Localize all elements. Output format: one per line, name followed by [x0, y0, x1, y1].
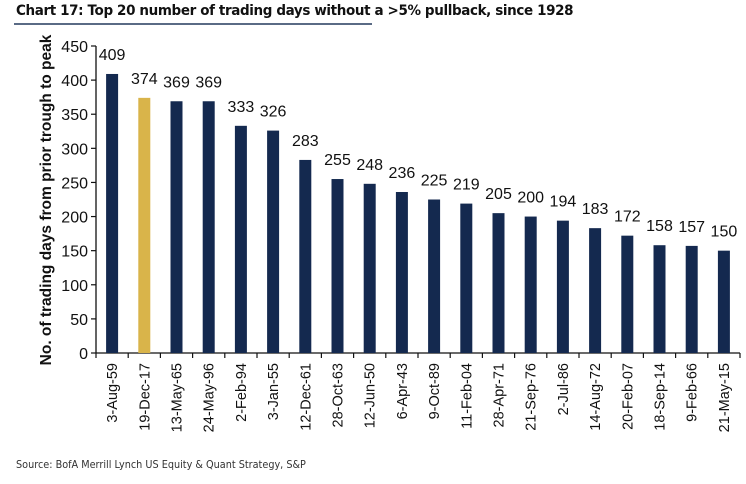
data-label: 369 [163, 74, 190, 91]
y-tick-label: 300 [61, 141, 88, 158]
x-tick-label: 9-Oct-89 [427, 363, 443, 419]
chart-title: Chart 17: Top 20 number of trading days … [16, 3, 574, 19]
data-label: 326 [260, 104, 287, 121]
bar-11-Feb-04 [460, 203, 473, 353]
x-tick-label: 28-Oct-63 [331, 363, 347, 427]
source-note: Source: BofA Merrill Lynch US Equity & Q… [16, 458, 306, 471]
data-label: 248 [356, 157, 383, 174]
y-tick-label: 0 [79, 346, 88, 363]
x-tick-label: 21-Sep-76 [524, 363, 540, 431]
y-tick-label: 200 [61, 210, 88, 227]
data-label: 409 [99, 47, 126, 64]
x-tick-label: 3-Aug-59 [105, 363, 121, 423]
y-tick-label: 100 [61, 278, 88, 295]
bar-20-Feb-07 [621, 235, 634, 353]
bar-13-May-65 [170, 101, 183, 353]
x-axis [95, 352, 741, 358]
data-labels: 409 374 369 369 333 326 283 255 248 236 225 219 205 2… [99, 47, 738, 241]
data-label: 172 [614, 209, 641, 226]
x-tick-label: 19-Dec-17 [137, 363, 153, 431]
x-tick-label: 13-May-65 [170, 363, 186, 432]
x-tick-label: 12-Dec-61 [298, 363, 314, 431]
bars [106, 73, 730, 354]
bar-19-Dec-17 [138, 97, 151, 353]
data-label: 236 [389, 165, 416, 182]
bar-28-Apr-71 [492, 213, 505, 353]
data-label: 219 [453, 177, 480, 194]
y-tick-label: 50 [70, 312, 88, 329]
data-label: 200 [517, 190, 544, 207]
y-tick-label: 350 [61, 107, 88, 124]
bar-2-Jul-86 [556, 220, 569, 353]
title-underline [14, 23, 372, 25]
x-tick-label: 2-Feb-94 [234, 363, 250, 422]
y-tick-label: 250 [61, 175, 88, 192]
bar-9-Oct-89 [428, 199, 441, 353]
y-axis-title: No. of trading days from prior trough to… [38, 34, 55, 365]
data-label: 374 [131, 71, 158, 88]
bar-24-May-96 [202, 101, 215, 353]
x-tick-label: 14-Aug-72 [588, 363, 604, 431]
y-tick-label: 150 [61, 244, 88, 261]
bar-21-Sep-76 [524, 216, 537, 353]
data-label: 225 [421, 173, 448, 190]
x-tick-label: 12-Jun-50 [363, 363, 379, 428]
data-label: 283 [292, 133, 319, 150]
x-tick-label: 9-Feb-66 [685, 363, 701, 422]
data-label: 158 [646, 218, 673, 235]
data-label: 150 [711, 224, 738, 241]
bar-28-Oct-63 [331, 179, 344, 353]
data-label: 183 [582, 201, 609, 218]
bar-21-May-15 [717, 250, 730, 353]
bar-9-Feb-66 [685, 245, 698, 353]
bar-14-Aug-72 [589, 228, 602, 353]
data-label: 157 [678, 219, 705, 236]
x-tick-label: 6-Apr-43 [395, 363, 411, 419]
bar-3-Jan-55 [267, 130, 280, 353]
y-axis: 0 50 100 150 200 250 300 350 400 450 [61, 39, 97, 363]
y-tick-label: 400 [61, 73, 88, 90]
x-tick-label: 3-Jan-55 [266, 363, 282, 420]
x-tick-label: 28-Apr-71 [492, 363, 508, 427]
x-tick-label: 21-May-15 [717, 363, 733, 432]
x-tick-label: 20-Feb-07 [620, 363, 636, 430]
bar-3-Aug-59 [106, 73, 119, 354]
bar-12-Jun-50 [363, 183, 376, 353]
x-tick-label: 18-Sep-14 [653, 363, 669, 431]
y-tick-label: 450 [61, 39, 88, 56]
data-label: 369 [195, 74, 222, 91]
bar-12-Dec-61 [299, 159, 312, 353]
data-label: 194 [550, 194, 577, 211]
bar-6-Apr-43 [395, 191, 408, 353]
x-tick-label: 2-Jul-86 [556, 363, 572, 415]
x-tick-label: 24-May-96 [202, 363, 218, 432]
data-label: 205 [485, 186, 512, 203]
data-label: 333 [228, 99, 255, 116]
bar-2-Feb-94 [234, 125, 247, 353]
data-label: 255 [324, 152, 351, 169]
x-tick-label: 11-Feb-04 [459, 363, 475, 429]
category-labels: 3-Aug-59 19-Dec-17 13-May-65 24-May-96 2-Feb… [105, 363, 733, 432]
bar-18-Sep-14 [653, 245, 666, 353]
